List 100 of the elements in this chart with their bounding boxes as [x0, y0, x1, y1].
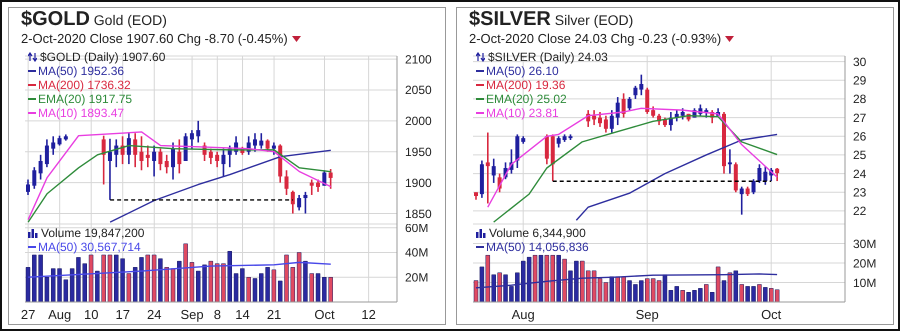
legend-label: MA(50) 14,056,836 [486, 240, 589, 254]
candlestick [126, 132, 131, 165]
legend-label: MA(200) 19.36 [486, 78, 566, 92]
candlestick [252, 132, 257, 153]
chart-subtitle: 2-Oct-2020 Close 1907.60 Chg -8.70 (-0.45%) [21, 31, 288, 46]
x-tick-label: Aug [48, 307, 72, 322]
x-tick-label: 14 [235, 307, 250, 322]
candlestick [215, 150, 220, 168]
x-tick-label: 17 [115, 307, 130, 322]
chart-title: $SILVER Silver (EOD) [469, 8, 634, 30]
candlestick [645, 86, 650, 115]
y-tick-label: 24 [853, 166, 867, 181]
legend-label: EMA(20) 25.02 [486, 92, 567, 106]
line-series [109, 150, 332, 223]
y-tick-label: 20M [405, 270, 428, 284]
legend-label: MA(50) 26.10 [486, 64, 559, 78]
x-tick-label: 10 [84, 307, 98, 322]
y-tick-label: 10M [853, 276, 876, 290]
candlestick [303, 191, 308, 214]
candlestick [746, 186, 750, 197]
line-series [27, 131, 332, 220]
candlestick [108, 138, 112, 201]
candlestick [139, 135, 144, 172]
x-tick-label: 24 [147, 307, 162, 322]
y-tick-label: 30 [853, 54, 867, 69]
candlestick [704, 107, 708, 118]
legend-label: MA(50) 1952.36 [38, 64, 124, 78]
legend-label: MA(10) 1893.47 [38, 106, 124, 120]
x-tick-label: Oct [761, 307, 782, 322]
candlestick [177, 138, 182, 174]
x-tick-label: 27 [20, 307, 36, 322]
candlestick [190, 129, 194, 150]
candlestick [633, 85, 638, 100]
candlestick [102, 134, 106, 186]
candlestick [51, 135, 56, 156]
y-tick-label: 26 [853, 130, 867, 144]
candlestick [556, 135, 561, 148]
line-series [27, 262, 332, 278]
candlestick [492, 158, 496, 184]
y-tick-label: 1900 [405, 176, 432, 190]
candlestick [752, 178, 756, 195]
y-tick-label: 23 [853, 186, 867, 200]
legend-label: MA(50) 30,567,714 [38, 240, 141, 254]
x-tick-label: 21 [266, 307, 282, 322]
candlestick [328, 168, 333, 190]
candlestick [164, 154, 169, 174]
candlestick [58, 134, 62, 146]
candlestick [26, 178, 30, 196]
legend-label: EMA(20) 1917.75 [38, 92, 132, 106]
candlestick [32, 166, 36, 190]
candlestick [639, 74, 644, 96]
x-tick-label: Aug [512, 307, 535, 322]
y-tick-label: 2050 [405, 83, 432, 98]
candlestick [196, 120, 200, 144]
candlestick [740, 186, 744, 216]
y-tick-label: 2100 [405, 52, 432, 66]
y-tick-label: 25 [853, 148, 867, 162]
y-tick-label: 22 [853, 204, 867, 218]
x-tick-label: Oct [314, 307, 335, 322]
candlestick [628, 96, 632, 111]
candlestick [757, 163, 762, 184]
candlestick [592, 109, 596, 126]
legend-label: $GOLD (Daily) 1907.60 [40, 50, 166, 64]
candlestick [171, 142, 176, 180]
y-tick-label: 40M [405, 246, 428, 260]
y-tick-label: 27 [853, 110, 867, 125]
legend-label: MA(10) 23.81 [486, 106, 559, 120]
legend-label: MA(200) 1736.32 [38, 78, 131, 92]
candlestick [775, 167, 780, 182]
candlestick [728, 148, 732, 174]
legend-label: $SILVER (Daily) 24.03 [488, 50, 608, 64]
candlestick [622, 92, 626, 118]
legend-label: Volume 19,847,200 [41, 226, 144, 240]
y-tick-label: 1950 [405, 144, 432, 159]
y-tick-label: 28 [853, 92, 867, 106]
candlestick [259, 132, 264, 150]
candlestick [284, 169, 289, 196]
candlestick [152, 144, 156, 178]
candlestick [133, 132, 138, 168]
candlestick [598, 111, 602, 128]
chart-title: $GOLD Gold (EOD) [21, 8, 167, 30]
x-tick-label: Sep [180, 307, 204, 322]
candlestick [38, 154, 43, 180]
candlestick [604, 114, 608, 134]
candlestick [272, 142, 276, 156]
candlestick [486, 132, 490, 204]
candlestick [44, 138, 49, 168]
candlestick [208, 148, 213, 165]
x-tick-label: 8 [214, 307, 221, 322]
y-tick-label: 1850 [405, 206, 432, 221]
candlestick [290, 190, 295, 214]
chart-subtitle: 2-Oct-2020 Close 24.03 Chg -0.23 (-0.93%) [469, 31, 722, 46]
candlestick [221, 148, 226, 178]
candlestick [544, 134, 549, 166]
candlestick [297, 194, 302, 212]
y-tick-label: 2000 [405, 114, 432, 128]
x-tick-label: 12 [361, 307, 376, 322]
y-tick-label: 29 [853, 74, 867, 88]
legend-label: Volume 6,344,900 [489, 226, 586, 240]
x-tick-label: Sep [636, 307, 659, 322]
